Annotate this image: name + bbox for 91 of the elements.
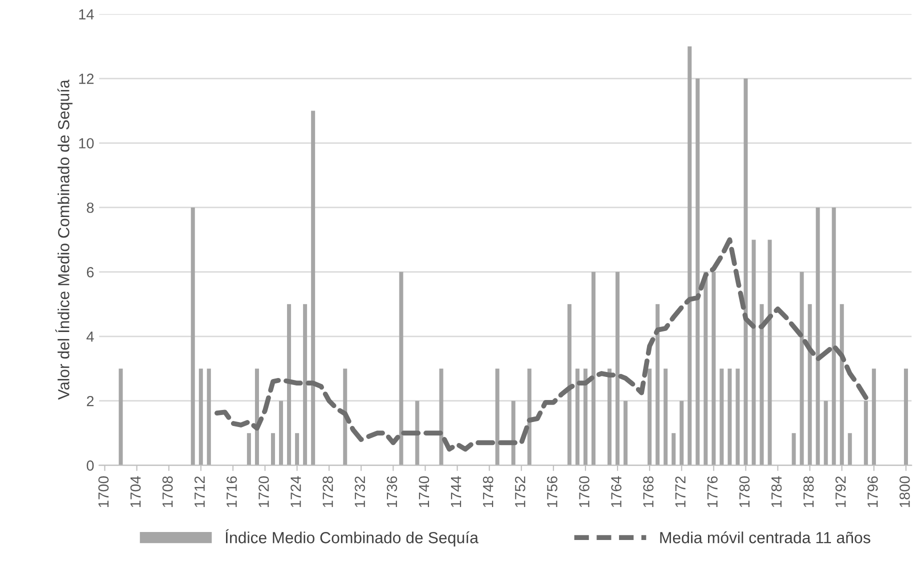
bar (287, 304, 292, 466)
bar (511, 400, 516, 466)
bar (664, 368, 668, 466)
x-tick-label: 1732 (354, 476, 366, 508)
bar (295, 433, 300, 466)
x-tick-label: 1708 (162, 476, 173, 508)
bar (744, 78, 748, 466)
bar (439, 368, 444, 466)
x-tick-label: 1716 (226, 476, 237, 508)
bar (904, 368, 908, 466)
bar (608, 368, 612, 466)
bar (672, 433, 676, 466)
bar (254, 368, 259, 466)
bar (736, 368, 740, 466)
x-tick-label: 1788 (803, 476, 814, 508)
x-tick-label: 1760 (579, 476, 590, 508)
x-tick-label: 1792 (835, 476, 846, 508)
bar (495, 368, 500, 466)
bar (527, 368, 532, 466)
bar (848, 433, 852, 466)
x-tick-label: 1768 (643, 476, 654, 508)
y-tick-label: 8 (86, 202, 94, 213)
x-tick-label: 1704 (130, 476, 141, 508)
bar (752, 240, 756, 466)
x-tick-label: 1772 (675, 476, 686, 508)
x-tick-label: 1800 (900, 476, 910, 508)
bar (728, 368, 732, 466)
bar (271, 433, 276, 466)
bar (648, 368, 652, 466)
bar (832, 207, 836, 466)
x-tick-label: 1780 (739, 476, 750, 508)
bar (656, 304, 660, 466)
bar (696, 78, 700, 466)
x-tick-label: 1748 (482, 476, 494, 508)
x-tick-label: 1784 (771, 476, 782, 508)
x-tick-label: 1712 (194, 476, 205, 508)
bar (343, 368, 348, 466)
bar (118, 368, 123, 466)
bar (303, 304, 308, 466)
line-series (214, 237, 868, 452)
bar (246, 433, 251, 466)
x-tick-label: 1752 (514, 476, 526, 508)
bar (688, 46, 692, 466)
bar (792, 433, 796, 466)
bar (206, 368, 211, 466)
y-tick-label: 12 (79, 74, 94, 84)
bar (198, 368, 203, 466)
legend-label: Media móvil centrada 11 años (660, 531, 870, 544)
bar (624, 400, 628, 466)
x-tick-label: 1700 (98, 476, 109, 508)
x-tick-label: 1724 (290, 476, 301, 508)
legend-label: Índice Medio Combinado de Sequía (226, 529, 478, 546)
y-tick-label: 6 (86, 267, 94, 278)
bar (824, 400, 828, 466)
x-tick-label: 1744 (451, 476, 462, 508)
x-tick-label: 1756 (547, 476, 558, 508)
bar (800, 272, 804, 466)
bar (567, 304, 572, 466)
bar (616, 272, 620, 466)
y-tick-label: 2 (86, 396, 94, 406)
bar (279, 400, 284, 466)
bar (704, 272, 708, 466)
x-tick-label: 1796 (868, 476, 878, 508)
x-tick-label: 1736 (386, 476, 398, 508)
x-tick-label: 1740 (418, 476, 430, 508)
bar (872, 368, 876, 466)
y-tick-label: 4 (86, 332, 94, 342)
x-tick-label: 1720 (258, 476, 269, 508)
bar (816, 207, 820, 466)
y-axis-title: Valor del Índice Medio Combinado de Sequía (55, 80, 73, 400)
bar (760, 304, 764, 466)
bar (768, 240, 772, 466)
bar (680, 400, 684, 466)
bar (415, 400, 420, 466)
y-tick-label: 0 (86, 460, 94, 471)
bar (720, 368, 724, 466)
bar (864, 400, 868, 466)
bar (190, 207, 195, 466)
bar (840, 304, 844, 466)
bar (399, 272, 404, 466)
bar (575, 368, 580, 466)
x-tick-label: 1728 (322, 476, 334, 508)
bar (311, 110, 316, 466)
bar (712, 272, 716, 466)
bar (591, 272, 596, 466)
x-tick-label: 1764 (611, 476, 622, 508)
bar (583, 368, 588, 466)
x-tick-label: 1776 (707, 476, 718, 508)
y-tick-label: 10 (79, 138, 94, 148)
bar (808, 304, 812, 466)
y-tick-label: 14 (79, 9, 94, 20)
